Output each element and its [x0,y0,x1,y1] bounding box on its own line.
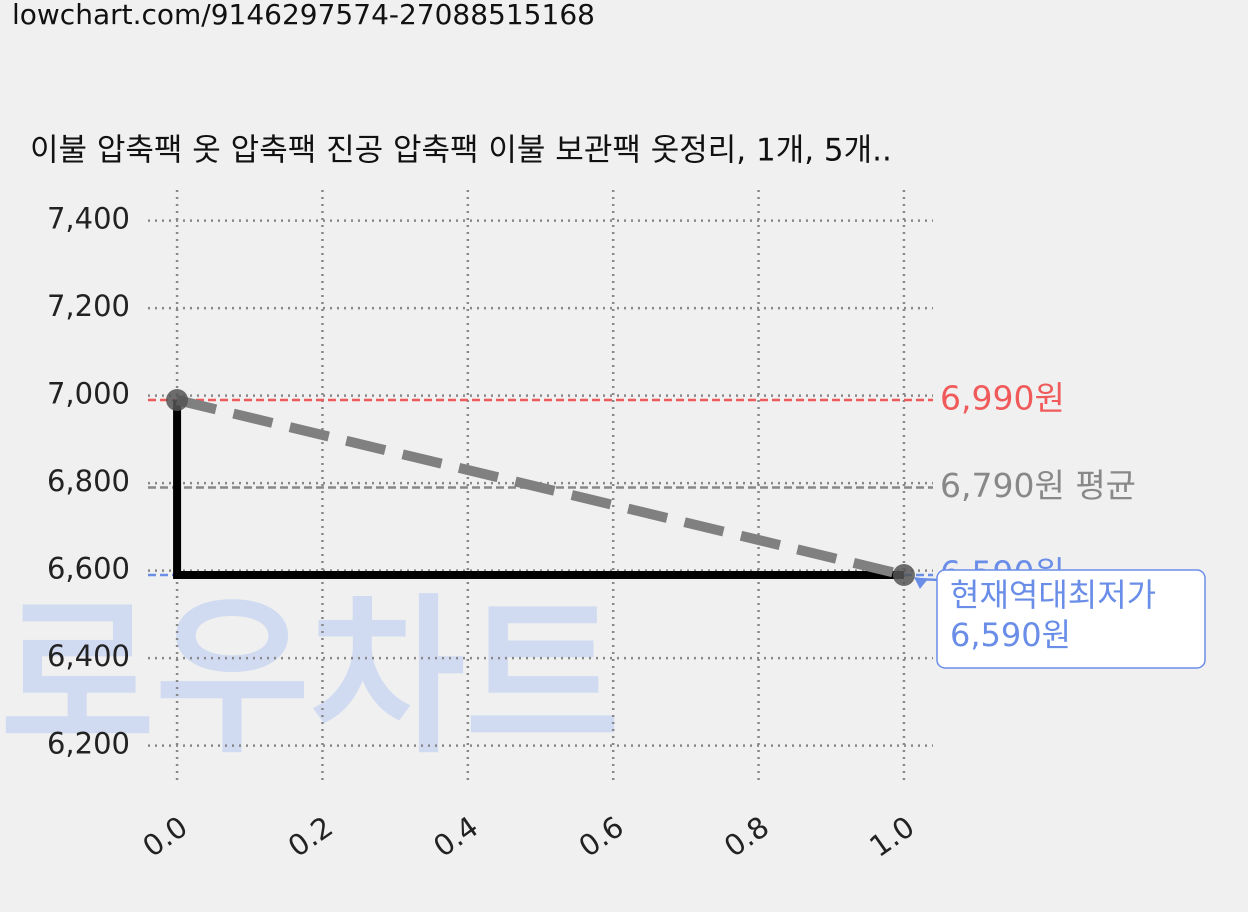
y-tick-label: 6,200 [47,727,130,761]
x-tick-label: 0.0 [136,809,193,863]
annotation-text: 6,590원 [950,616,1071,654]
y-tick-label: 7,400 [47,202,130,236]
point [166,389,189,411]
point [892,564,915,586]
series-line [175,395,906,580]
x-tick-label: 0.4 [427,809,484,863]
url: lowchart.com/9146297574-27088515168 [12,0,595,31]
annotation-text: 현재역대최저가 [950,576,1156,614]
chart-title: 이불 압축팩 옷 압축팩 진공 압축팩 이불 보관팩 옷정리, 1개, 5개.. [30,133,892,169]
y-tick-label: 6,600 [47,552,130,586]
y-tick-label: 6,400 [47,639,130,673]
annotation-box [936,569,1206,669]
y-tick-label: 7,200 [47,289,130,323]
series-line [173,400,904,579]
y-tick-label: 7,000 [47,377,130,411]
y-tick-label: 6,800 [47,464,130,498]
x-tick-label: 0.8 [718,809,775,863]
reference-label: 6,790원 평균 [940,466,1136,505]
annotation-arrowhead [913,577,928,589]
x-tick-label: 0.2 [282,809,339,863]
reference-label: 6,990원 [940,379,1065,418]
x-tick-label: 1.0 [863,809,920,863]
x-tick-label: 0.6 [573,809,630,863]
